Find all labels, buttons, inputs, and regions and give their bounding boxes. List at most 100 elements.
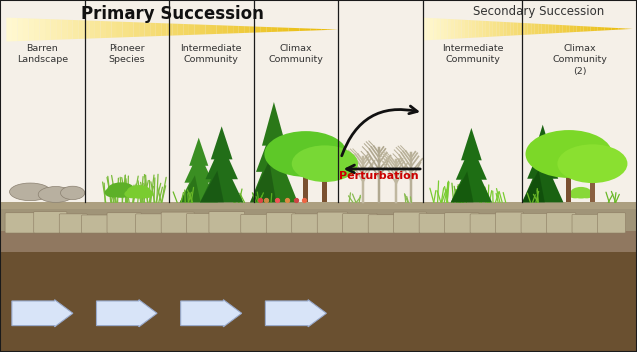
Ellipse shape	[10, 183, 51, 201]
Circle shape	[124, 190, 140, 198]
Polygon shape	[533, 125, 553, 158]
FancyBboxPatch shape	[394, 212, 427, 233]
Polygon shape	[180, 175, 201, 202]
Polygon shape	[461, 20, 465, 38]
Polygon shape	[451, 158, 492, 202]
Polygon shape	[189, 138, 208, 166]
Polygon shape	[601, 27, 605, 31]
Text: Barren
Landscape: Barren Landscape	[17, 44, 68, 64]
Polygon shape	[566, 25, 569, 32]
Polygon shape	[444, 19, 447, 39]
Polygon shape	[333, 29, 338, 30]
Text: Climax
Community
(2): Climax Community (2)	[552, 44, 607, 76]
Polygon shape	[261, 27, 266, 32]
Polygon shape	[465, 20, 468, 38]
FancyBboxPatch shape	[368, 215, 396, 233]
Circle shape	[534, 142, 586, 171]
Polygon shape	[117, 21, 122, 38]
FancyBboxPatch shape	[445, 213, 479, 233]
Polygon shape	[454, 19, 458, 39]
Polygon shape	[211, 126, 233, 159]
Circle shape	[564, 154, 606, 177]
Polygon shape	[489, 21, 493, 37]
FancyBboxPatch shape	[209, 212, 245, 233]
FancyBboxPatch shape	[161, 212, 194, 233]
Polygon shape	[503, 22, 507, 36]
Polygon shape	[150, 23, 155, 36]
Polygon shape	[590, 27, 594, 31]
Circle shape	[273, 143, 322, 170]
Text: Primary Succession: Primary Succession	[80, 5, 264, 23]
Polygon shape	[524, 23, 527, 35]
Polygon shape	[255, 27, 261, 33]
Circle shape	[568, 191, 582, 198]
Text: Pioneer
Species: Pioneer Species	[108, 44, 145, 64]
FancyBboxPatch shape	[343, 213, 377, 233]
Polygon shape	[555, 25, 559, 33]
FancyBboxPatch shape	[187, 213, 215, 233]
Ellipse shape	[61, 186, 85, 200]
Polygon shape	[527, 23, 531, 35]
Circle shape	[107, 182, 135, 198]
Circle shape	[120, 188, 138, 197]
Bar	[0, 202, 637, 234]
Polygon shape	[39, 19, 45, 40]
Polygon shape	[12, 18, 17, 41]
Polygon shape	[322, 29, 327, 30]
Polygon shape	[612, 28, 615, 30]
Polygon shape	[172, 24, 178, 36]
Polygon shape	[183, 24, 189, 35]
Polygon shape	[95, 21, 101, 38]
Bar	[566, 169, 571, 202]
Polygon shape	[134, 22, 139, 37]
Polygon shape	[562, 25, 566, 33]
Polygon shape	[68, 20, 73, 39]
Polygon shape	[206, 25, 211, 34]
Polygon shape	[250, 142, 297, 202]
Polygon shape	[608, 27, 612, 30]
Polygon shape	[548, 24, 552, 33]
Polygon shape	[458, 19, 461, 38]
Polygon shape	[622, 28, 626, 30]
FancyBboxPatch shape	[107, 213, 141, 233]
Circle shape	[557, 144, 627, 183]
Polygon shape	[185, 152, 213, 183]
Polygon shape	[101, 21, 106, 38]
Bar	[0, 0, 637, 202]
Polygon shape	[145, 23, 150, 37]
Polygon shape	[426, 18, 430, 40]
FancyArrow shape	[12, 300, 73, 327]
Polygon shape	[56, 19, 62, 40]
FancyBboxPatch shape	[34, 212, 67, 233]
Polygon shape	[472, 20, 475, 38]
Polygon shape	[194, 24, 200, 35]
Polygon shape	[311, 29, 316, 31]
Polygon shape	[514, 23, 517, 36]
Polygon shape	[84, 20, 89, 39]
Polygon shape	[433, 18, 437, 40]
Polygon shape	[262, 102, 286, 146]
Bar	[590, 176, 595, 202]
Text: Perturbation: Perturbation	[339, 171, 419, 181]
Polygon shape	[78, 20, 84, 39]
Polygon shape	[569, 25, 573, 32]
Polygon shape	[437, 18, 440, 40]
FancyBboxPatch shape	[59, 214, 87, 233]
FancyBboxPatch shape	[572, 214, 606, 233]
Polygon shape	[50, 19, 56, 40]
Polygon shape	[211, 25, 217, 34]
Bar	[197, 194, 201, 202]
Polygon shape	[594, 27, 598, 31]
Bar	[322, 176, 327, 202]
Polygon shape	[200, 171, 224, 202]
Polygon shape	[475, 20, 479, 38]
FancyBboxPatch shape	[317, 212, 348, 233]
Polygon shape	[299, 28, 305, 31]
Polygon shape	[327, 29, 333, 30]
Polygon shape	[531, 24, 534, 34]
Polygon shape	[517, 23, 521, 35]
Polygon shape	[440, 19, 444, 39]
Polygon shape	[507, 22, 510, 36]
Polygon shape	[244, 26, 250, 33]
Circle shape	[138, 190, 154, 198]
